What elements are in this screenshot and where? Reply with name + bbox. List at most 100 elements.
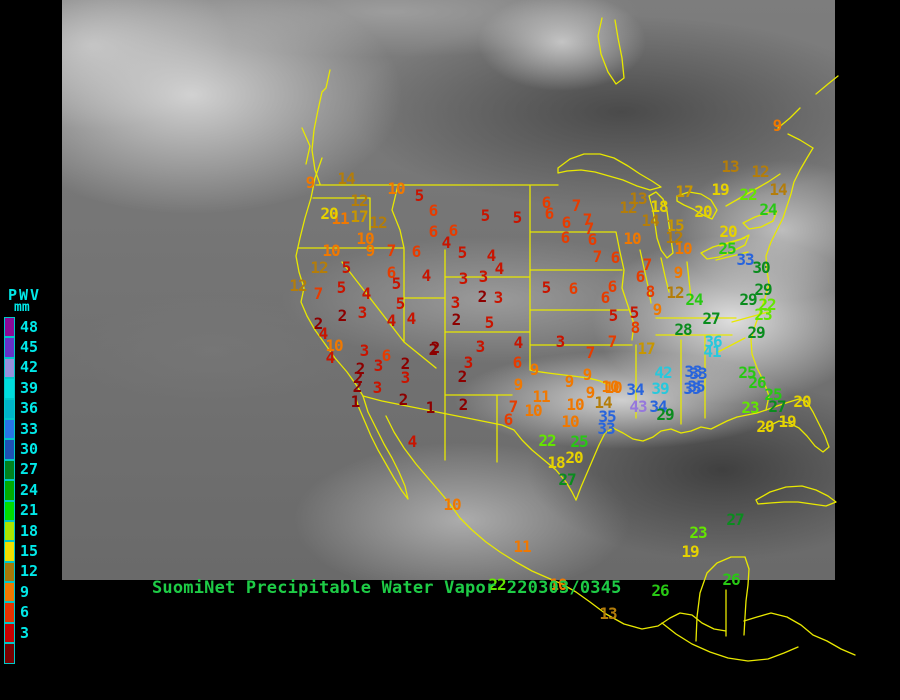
map-title-text: SuomiNet Precipitable Water Vapor — [152, 578, 497, 598]
legend-value-label: 6 — [20, 603, 30, 622]
station-pwv-value: 2 — [428, 340, 439, 359]
station-pwv-value: 11 — [331, 209, 349, 228]
station-pwv-value: 17 — [637, 339, 655, 358]
station-pwv-value: 6 — [600, 288, 611, 307]
legend-value-label: 18 — [20, 521, 39, 540]
legend-units: mm — [14, 300, 30, 315]
station-pwv-value: 20 — [719, 222, 737, 241]
station-pwv-value: 3 — [478, 267, 489, 286]
lake-ontario — [742, 210, 778, 230]
legend-swatch — [4, 643, 15, 664]
station-pwv-value: 9 — [673, 263, 684, 282]
station-pwv-value: 3 — [372, 378, 383, 397]
station-pwv-value: 10 — [325, 336, 343, 355]
station-pwv-value: 6 — [635, 267, 646, 286]
station-pwv-value: 25 — [738, 363, 756, 382]
legend-value-label: 27 — [20, 460, 39, 479]
station-pwv-value: 10 — [322, 241, 340, 260]
station-pwv-value: 2 — [457, 367, 468, 386]
station-pwv-value: 23 — [754, 305, 772, 324]
station-pwv-value: 2 — [451, 310, 462, 329]
station-pwv-value: 18 — [547, 453, 565, 472]
legend-value-label: 21 — [20, 501, 39, 520]
station-pwv-value: 35 — [598, 407, 616, 426]
station-pwv-value: 29 — [739, 290, 757, 309]
legend-swatch — [4, 480, 15, 501]
station-pwv-value: 2 — [352, 377, 363, 396]
station-pwv-value: 3 — [458, 269, 469, 288]
station-pwv-value: 6 — [448, 221, 459, 240]
lake-superior — [557, 153, 662, 191]
legend-row: 6 — [4, 602, 41, 623]
station-pwv-value: 6 — [561, 213, 572, 232]
station-pwv-value: 3 — [359, 341, 370, 360]
station-pwv-value: 6 — [386, 263, 397, 282]
legend-swatch — [4, 398, 15, 419]
station-pwv-value: 10 — [566, 395, 584, 414]
station-pwv-value: 17 — [350, 207, 368, 226]
station-pwv-value: 5 — [484, 313, 495, 332]
legend-row: 18 — [4, 520, 41, 542]
station-pwv-value: 33 — [684, 362, 702, 381]
station-pwv-value: 10 — [387, 179, 405, 198]
station-pwv-value: 3 — [373, 356, 384, 375]
satellite-imagery — [62, 0, 835, 580]
station-pwv-value: 34 — [649, 397, 667, 416]
station-pwv-value: 42 — [654, 363, 672, 382]
legend-swatch — [4, 520, 15, 542]
station-pwv-value: 6 — [411, 242, 422, 261]
station-pwv-value: 9 — [772, 116, 783, 135]
legend-row: 30 — [4, 439, 41, 460]
station-pwv-value: 5 — [414, 186, 425, 205]
map-title: SuomiNet Precipitable Water Vapor 220303… — [152, 578, 622, 598]
station-pwv-value: 6 — [541, 193, 552, 212]
coastline-cuba — [755, 485, 837, 507]
station-pwv-value: 6 — [428, 222, 439, 241]
station-pwv-value: 7 — [313, 284, 324, 303]
station-pwv-value: 15 — [666, 216, 684, 235]
station-pwv-value: 28 — [674, 320, 692, 339]
station-pwv-value: 4 — [325, 348, 336, 367]
station-pwv-value: 6 — [381, 346, 392, 365]
lake-michigan — [648, 191, 674, 259]
state-boundaries — [297, 184, 769, 463]
station-pwv-value: 6 — [610, 248, 621, 267]
station-pwv-value: 6 — [568, 279, 579, 298]
pwv-legend: PWV mm 48 45 42 39 36 33 30 27 24 21 18 15 12 9 6 3 — [4, 286, 42, 664]
station-pwv-value: 20 — [756, 417, 774, 436]
legend-swatch — [4, 337, 15, 358]
station-pwv-value: 2 — [400, 354, 411, 373]
legend-row: 42 — [4, 357, 41, 379]
station-pwv-value: 29 — [754, 280, 772, 299]
station-pwv-value: 22 — [538, 431, 556, 450]
legend-row: 45 — [4, 337, 41, 358]
station-pwv-value: 30 — [752, 258, 770, 277]
lake-erie — [700, 234, 750, 260]
station-pwv-value: 9 — [365, 241, 376, 260]
station-pwv-value: 10 — [604, 378, 622, 397]
station-pwv-value: 7 — [585, 343, 596, 362]
station-pwv-value: 2 — [430, 338, 441, 357]
coastline-pacific — [295, 157, 364, 397]
station-pwv-value: 12 — [289, 276, 307, 295]
station-pwv-value: 10 — [524, 401, 542, 420]
station-pwv-value: 9 — [582, 365, 593, 384]
legend-row: 15 — [4, 541, 41, 562]
station-pwv-value: 9 — [305, 173, 316, 192]
coastline-central-america — [661, 612, 856, 662]
station-pwv-value: 12 — [310, 258, 328, 277]
map-timestamp: 220303/0345 — [506, 578, 622, 598]
station-pwv-value: 29 — [656, 405, 674, 424]
legend-title: PWV — [8, 286, 42, 304]
station-pwv-value: 27 — [726, 510, 744, 529]
legend-row: 36 — [4, 398, 41, 419]
station-pwv-value: 3 — [450, 293, 461, 312]
legend-value-label: 30 — [20, 440, 39, 459]
legend-row: 27 — [4, 459, 41, 481]
station-pwv-value: 5 — [629, 303, 640, 322]
legend-value-label: 12 — [20, 562, 39, 581]
legend-color-scale: 48 45 42 39 36 33 30 27 24 21 18 15 12 9 6 3 — [4, 317, 41, 664]
station-pwv-value: 4 — [421, 266, 432, 285]
station-pwv-value: 19 — [711, 180, 729, 199]
station-pwv-value: 26 — [748, 373, 766, 392]
